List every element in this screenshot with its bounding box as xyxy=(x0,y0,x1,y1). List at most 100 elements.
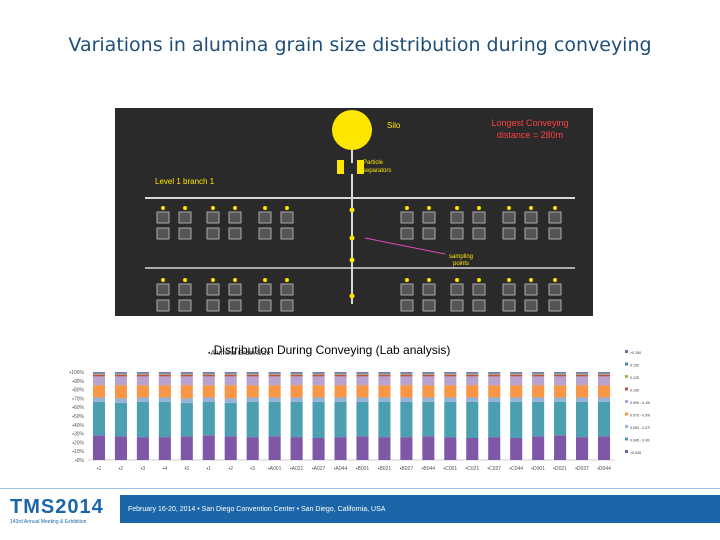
bar-segment xyxy=(400,385,413,398)
chart-title: Distribution During Conveying (Lab analy… xyxy=(214,343,451,357)
bar-segment xyxy=(597,436,611,460)
bar-segment xyxy=(246,374,259,377)
bar-segment xyxy=(554,373,567,375)
bar-segment xyxy=(576,376,589,386)
cell-feed-point xyxy=(507,278,511,282)
bar-segment xyxy=(136,401,149,438)
x-tick-label: ▪B044 xyxy=(422,466,436,472)
cell-feed-point xyxy=(161,278,165,282)
bar-segment xyxy=(246,373,259,375)
x-tick-label: ▪B021 xyxy=(378,466,392,472)
tms-logo-subtitle: 143rd Annual Meeting & Exhibition xyxy=(10,519,87,525)
separators-label-2: separators xyxy=(363,168,391,174)
bar-segment xyxy=(92,435,106,460)
bar-segment xyxy=(268,401,281,437)
bar-segment xyxy=(400,373,413,375)
legend-swatch xyxy=(625,412,628,416)
bar-segment xyxy=(92,374,106,377)
cell-feed-point xyxy=(553,278,557,282)
legend-swatch xyxy=(625,437,628,441)
sampling-point xyxy=(349,293,355,299)
cell-pot xyxy=(450,227,464,240)
cell-pot xyxy=(400,283,414,296)
bar-segment xyxy=(532,401,545,437)
cell-pot xyxy=(206,283,220,296)
cell-pot xyxy=(472,299,486,312)
bar-segment xyxy=(466,374,479,377)
bar-segment xyxy=(334,374,347,377)
cell-pot xyxy=(280,227,294,240)
bar-segment xyxy=(400,372,413,373)
distance-label-1: Longest Conveying xyxy=(491,118,568,128)
x-tick-label: ▪D044 xyxy=(597,466,611,472)
bar-segment xyxy=(224,372,237,373)
bar-segment xyxy=(158,374,171,377)
cell-pot xyxy=(450,299,464,312)
bar-segment xyxy=(378,373,391,375)
x-tick-label: ▪B001 xyxy=(356,466,370,472)
bar-segment xyxy=(488,376,501,386)
bar-segment xyxy=(576,372,589,373)
bar-segment xyxy=(466,438,479,460)
cell-pot xyxy=(280,299,294,312)
bar-segment xyxy=(246,437,259,460)
bar-segment xyxy=(378,385,391,398)
sampling-pointer xyxy=(364,237,446,255)
bar-segment xyxy=(510,373,523,375)
sampling-label-2: points xyxy=(453,261,469,267)
bar-segment xyxy=(466,372,479,374)
bar-segment xyxy=(136,397,149,402)
bar-segment xyxy=(597,372,611,373)
bar-segment xyxy=(202,401,215,436)
conveying-diagram-svg: Silo Longest Conveying distance = 280m P… xyxy=(115,108,593,316)
sampling-point xyxy=(349,235,355,241)
bar-segment xyxy=(488,372,501,374)
cell-pot xyxy=(228,211,242,224)
bar-segment xyxy=(158,372,171,374)
bar-segment xyxy=(576,397,589,402)
bar-segment xyxy=(158,397,171,402)
footer-text: February 16-20, 2014 • San Diego Convent… xyxy=(128,506,386,513)
bar-segment xyxy=(597,376,611,386)
bar-segment xyxy=(114,373,127,375)
bar-segment xyxy=(114,372,127,373)
bar-segment xyxy=(312,373,325,375)
y-tick-label: ▪60% xyxy=(72,405,84,411)
bar-segment xyxy=(202,376,215,386)
bar-segment xyxy=(444,376,457,386)
bar-segment xyxy=(224,376,237,386)
bar-segment xyxy=(444,397,457,402)
bar-segment xyxy=(290,372,303,373)
bar-segment xyxy=(356,436,369,460)
bar-segment xyxy=(158,373,171,375)
cell-feed-point xyxy=(211,206,215,210)
conveying-diagram: Silo Longest Conveying distance = 280m P… xyxy=(115,108,593,316)
separator-left xyxy=(337,160,344,174)
bar-segment xyxy=(597,374,611,377)
cell-pot xyxy=(206,211,220,224)
bar-segment xyxy=(597,372,611,374)
cell-feed-point xyxy=(183,206,187,210)
cell-pot xyxy=(548,283,562,296)
legend-label: 0.150 xyxy=(630,364,639,368)
bar-segment xyxy=(400,372,413,374)
cell-feed-point xyxy=(233,278,237,282)
x-tick-label: ▪A044 xyxy=(334,466,348,472)
separator-right xyxy=(357,160,364,174)
bar-segment xyxy=(312,401,325,438)
bar-segment xyxy=(136,374,149,377)
bar-segment xyxy=(554,374,567,377)
bar-segment xyxy=(114,374,127,377)
bar-segment xyxy=(136,373,149,375)
bar-segment xyxy=(312,372,325,373)
bar-segment xyxy=(246,376,259,386)
cell-feed-point xyxy=(477,206,481,210)
bar-segment xyxy=(422,372,435,374)
bar-segment xyxy=(246,372,259,374)
x-tick-label: ▪C027 xyxy=(487,466,501,472)
legend-label: <0.045 xyxy=(630,451,641,455)
bar-segment xyxy=(246,385,259,398)
cell-pot xyxy=(228,227,242,240)
bar-segment xyxy=(532,374,545,377)
cell-feed-point xyxy=(161,206,165,210)
